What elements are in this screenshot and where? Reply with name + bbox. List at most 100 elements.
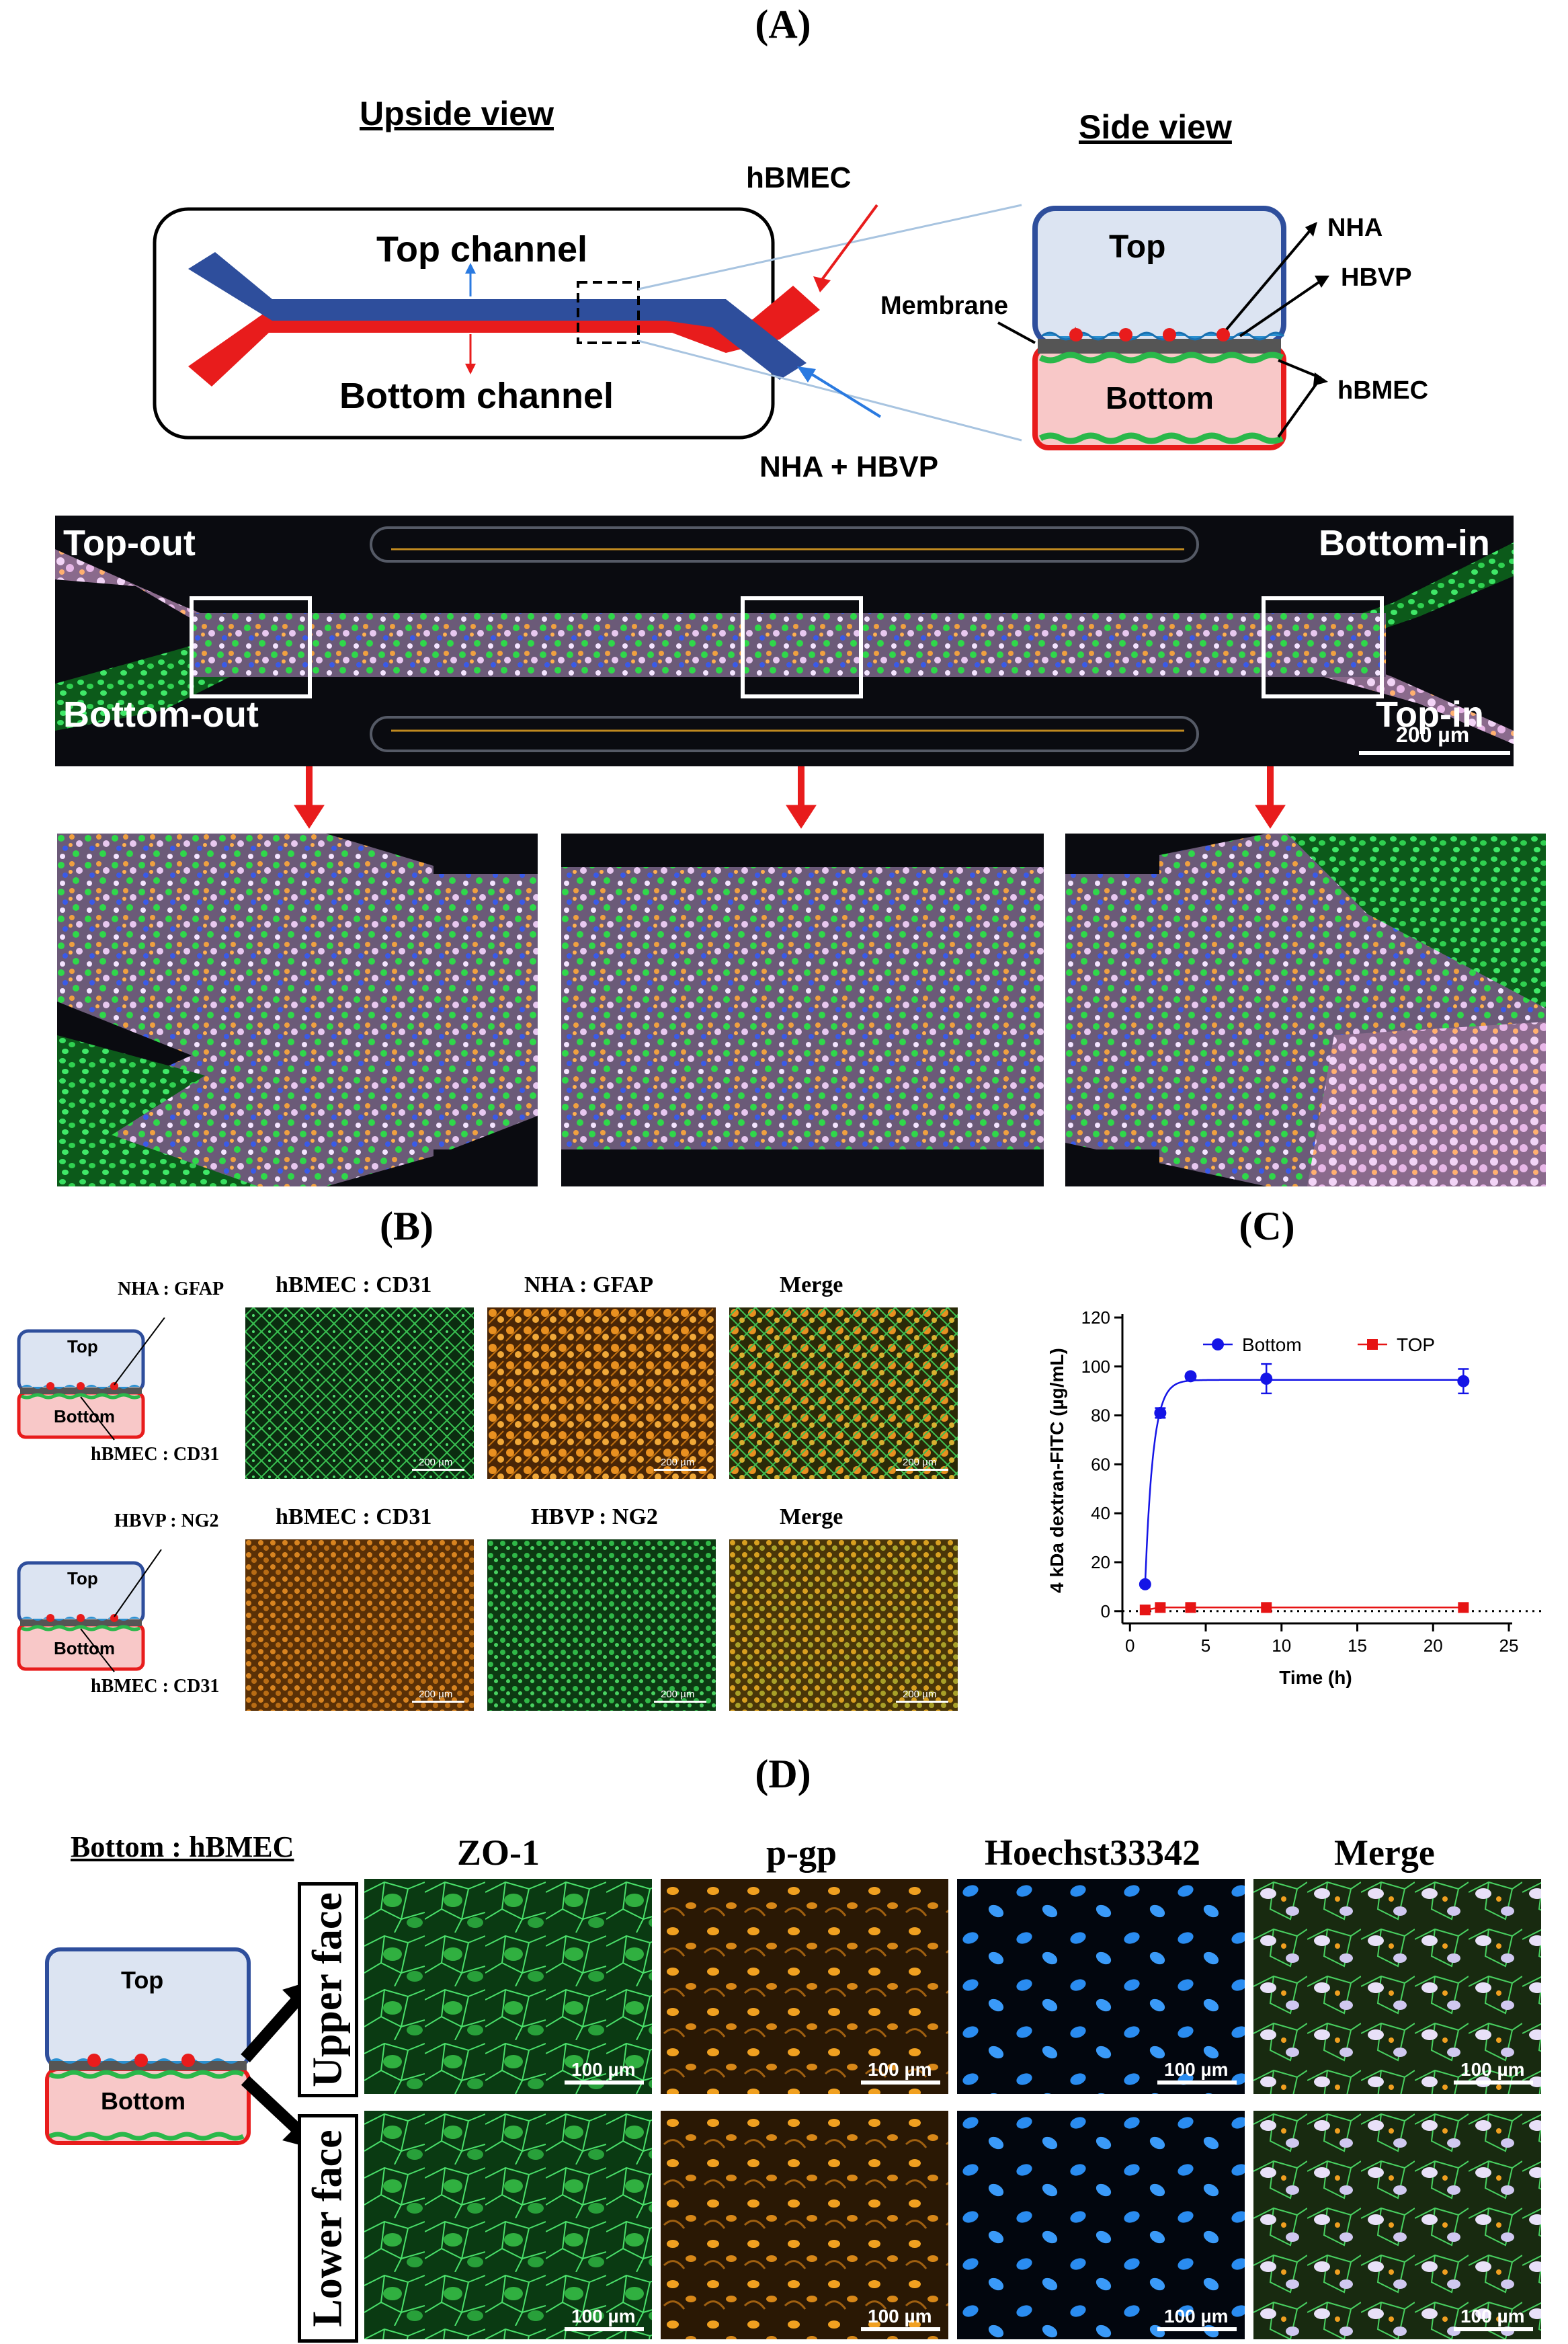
b2-scale-bar-1 — [412, 1701, 464, 1703]
b2-scale-3: 200 µm — [903, 1689, 937, 1700]
d-schematic-bottom: Bottom — [101, 2087, 185, 2115]
d-u2-scale: 100 µm — [868, 2059, 932, 2080]
zoom-micrograph-left — [57, 834, 538, 1186]
nha-hbvp-label: NHA + HBVP — [759, 450, 939, 483]
legend-marker — [1367, 1339, 1378, 1350]
d-l3-bar — [1157, 2327, 1237, 2331]
d-lower-merge: 100 µm — [1253, 2111, 1541, 2339]
side-bottom-label: Bottom — [1106, 380, 1214, 415]
d-lower-pgp: 100 µm — [661, 2111, 948, 2339]
d-col-hoechst: Hoechst33342 — [985, 1832, 1200, 1873]
side-hbmec-label: hBMEC — [1337, 376, 1429, 405]
label-bottom-out: Bottom-out — [63, 694, 259, 735]
zoom-box — [577, 281, 640, 344]
zoom-micrograph-right — [1065, 834, 1546, 1186]
d-col-merge: Merge — [1334, 1832, 1435, 1873]
b2-scale-bar-2 — [654, 1701, 706, 1703]
y-tick-label: 60 — [1091, 1454, 1110, 1474]
y-tick-label: 40 — [1091, 1503, 1110, 1523]
d-u3-bar — [1157, 2080, 1237, 2085]
panel-label-d: (D) — [755, 1752, 811, 1796]
x-tick-label: 10 — [1272, 1635, 1291, 1656]
series-line-bottom — [1144, 1379, 1463, 1584]
d-l2-scale: 100 µm — [868, 2306, 932, 2327]
d-upper-pgp: 100 µm — [661, 1879, 948, 2094]
b1-scale-bar-2 — [654, 1469, 706, 1471]
d-schematic — [45, 1947, 313, 2148]
channel-micrograph: Top-out Bottom-in Bottom-out Top-in 200 … — [55, 516, 1514, 766]
zoom-arrows — [294, 766, 1286, 829]
b2-schematic-label-bottom: hBMEC : CD31 — [91, 1676, 220, 1697]
dextran-permeability-chart: 0 20 40 60 80 100 120 0 5 10 15 20 25 Time (h) 4 kDa d… — [1046, 1307, 1542, 1688]
b1-image-gfap: 200 µm — [487, 1307, 716, 1479]
y-axis-label: 4 kDa dextran-FITC (µg/mL) — [1046, 1348, 1067, 1593]
b2-scale-2: 200 µm — [661, 1689, 695, 1700]
roi-box-center — [741, 596, 863, 698]
panel-d-title: Bottom : hBMEC — [71, 1830, 294, 1863]
d-u3-scale: 100 µm — [1164, 2059, 1229, 2080]
data-point-top — [1155, 1602, 1166, 1613]
membrane-label: Membrane — [880, 292, 1009, 320]
b2-schematic-label-top: HBVP : NG2 — [114, 1510, 219, 1531]
data-point-bottom — [1184, 1370, 1197, 1383]
panel-label-c: (C) — [1239, 1204, 1295, 1248]
d-l4-scale: 100 µm — [1460, 2306, 1525, 2327]
d-row-upper-face: Upper face — [298, 1882, 358, 2097]
d-col-pgp: p-gp — [766, 1832, 837, 1873]
b1-col3-header: Merge — [780, 1272, 843, 1297]
legend-label-bottom: Bottom — [1242, 1334, 1302, 1355]
d-row-upper-label: Upper face — [304, 1892, 351, 2087]
d-u1-scale: 100 µm — [571, 2059, 636, 2080]
b2-image-ng2: 200 µm — [487, 1539, 716, 1711]
data-point-top — [1458, 1602, 1469, 1613]
b1-image-cd31: 200 µm — [245, 1307, 474, 1479]
label-bottom-in: Bottom-in — [1319, 523, 1490, 563]
upside-view-title: Upside view — [360, 95, 554, 132]
y-tick-label: 20 — [1091, 1552, 1110, 1572]
b1-scale-1: 200 µm — [419, 1457, 453, 1468]
b1-scale-bar-1 — [412, 1469, 464, 1471]
panel-label-a: (A) — [755, 2, 811, 46]
b1-schematic-label-bottom: hBMEC : CD31 — [91, 1444, 220, 1465]
zoom-micrograph-center — [561, 834, 1044, 1186]
b2-scale-bar-3 — [896, 1701, 948, 1703]
d-upper-zo1: 100 µm — [364, 1879, 652, 2094]
b2-schematic-top: Top — [67, 1568, 98, 1588]
b2-col3-header: Merge — [780, 1504, 843, 1529]
side-view-schematic — [997, 206, 1329, 450]
b2-col1-header: hBMEC : CD31 — [276, 1504, 432, 1529]
d-u1-bar — [565, 2080, 644, 2085]
b1-schematic-label-top: NHA : GFAP — [118, 1279, 224, 1299]
b1-schematic-top: Top — [67, 1336, 98, 1357]
y-tick-label: 120 — [1081, 1307, 1110, 1328]
data-point-bottom — [1457, 1375, 1470, 1387]
label-top-out: Top-out — [63, 523, 196, 563]
data-point-bottom — [1260, 1373, 1273, 1385]
x-axis-label: Time (h) — [1279, 1667, 1352, 1688]
label-top-in: Top-in — [1376, 694, 1484, 735]
scale-bar-a — [1359, 751, 1510, 755]
x-tick-label: 25 — [1499, 1635, 1519, 1656]
b1-col1-header: hBMEC : CD31 — [276, 1272, 432, 1297]
d-l4-bar — [1454, 2327, 1533, 2331]
nha-label: NHA — [1327, 214, 1383, 242]
data-point-bottom — [1139, 1578, 1151, 1590]
b2-image-cd31: 200 µm — [245, 1539, 474, 1711]
legend-marker — [1212, 1338, 1224, 1350]
x-tick-label: 20 — [1423, 1635, 1443, 1656]
bottom-channel-label: Bottom channel — [339, 376, 614, 416]
b2-schematic-bottom: Bottom — [54, 1638, 115, 1658]
d-u4-scale: 100 µm — [1460, 2059, 1525, 2080]
b-schematic-row2 — [17, 1549, 162, 1672]
legend-label-top: TOP — [1397, 1334, 1435, 1355]
roi-box-left — [190, 596, 312, 698]
x-tick-label: 0 — [1125, 1635, 1134, 1656]
d-lower-zo1: 100 µm — [364, 2111, 652, 2339]
membrane-layer — [1038, 339, 1281, 354]
b1-schematic-bottom: Bottom — [54, 1406, 115, 1426]
d-l3-scale: 100 µm — [1164, 2306, 1229, 2327]
y-tick-label: 0 — [1101, 1601, 1110, 1621]
b1-scale-bar-3 — [896, 1469, 948, 1471]
b1-image-merge: 200 µm — [729, 1307, 958, 1479]
d-upper-hoechst: 100 µm — [957, 1879, 1245, 2094]
